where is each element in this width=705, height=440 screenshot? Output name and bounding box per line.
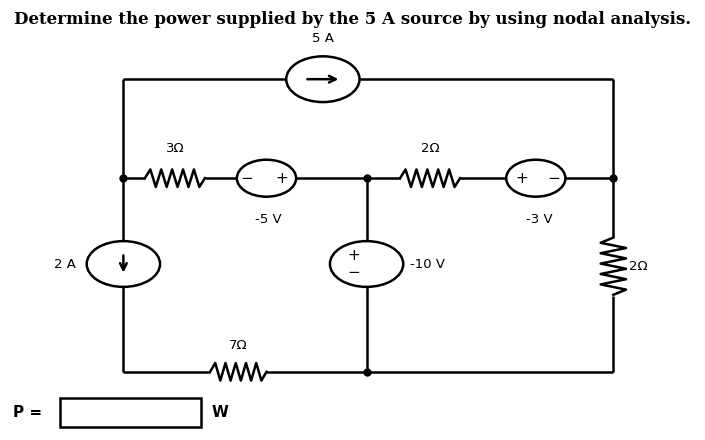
Text: W: W <box>212 405 228 420</box>
FancyBboxPatch shape <box>60 398 201 427</box>
Text: -3 V: -3 V <box>526 213 553 227</box>
Text: Determine the power supplied by the 5 A source by using nodal analysis.: Determine the power supplied by the 5 A … <box>14 11 691 28</box>
Text: 2 A: 2 A <box>54 257 76 271</box>
Text: 5 A: 5 A <box>312 32 334 45</box>
Text: -10 V: -10 V <box>410 257 446 271</box>
Text: +: + <box>515 171 528 186</box>
Text: P =: P = <box>13 405 42 420</box>
Text: −: − <box>547 171 560 186</box>
Text: −: − <box>240 171 253 186</box>
Text: −: − <box>348 265 360 280</box>
Text: 3Ω: 3Ω <box>166 142 184 155</box>
Text: -5 V: -5 V <box>255 213 281 227</box>
Text: +: + <box>348 248 360 263</box>
Text: 2Ω: 2Ω <box>629 260 647 273</box>
Text: +: + <box>276 171 288 186</box>
Text: 2Ω: 2Ω <box>421 142 439 155</box>
Text: 7Ω: 7Ω <box>229 339 247 352</box>
